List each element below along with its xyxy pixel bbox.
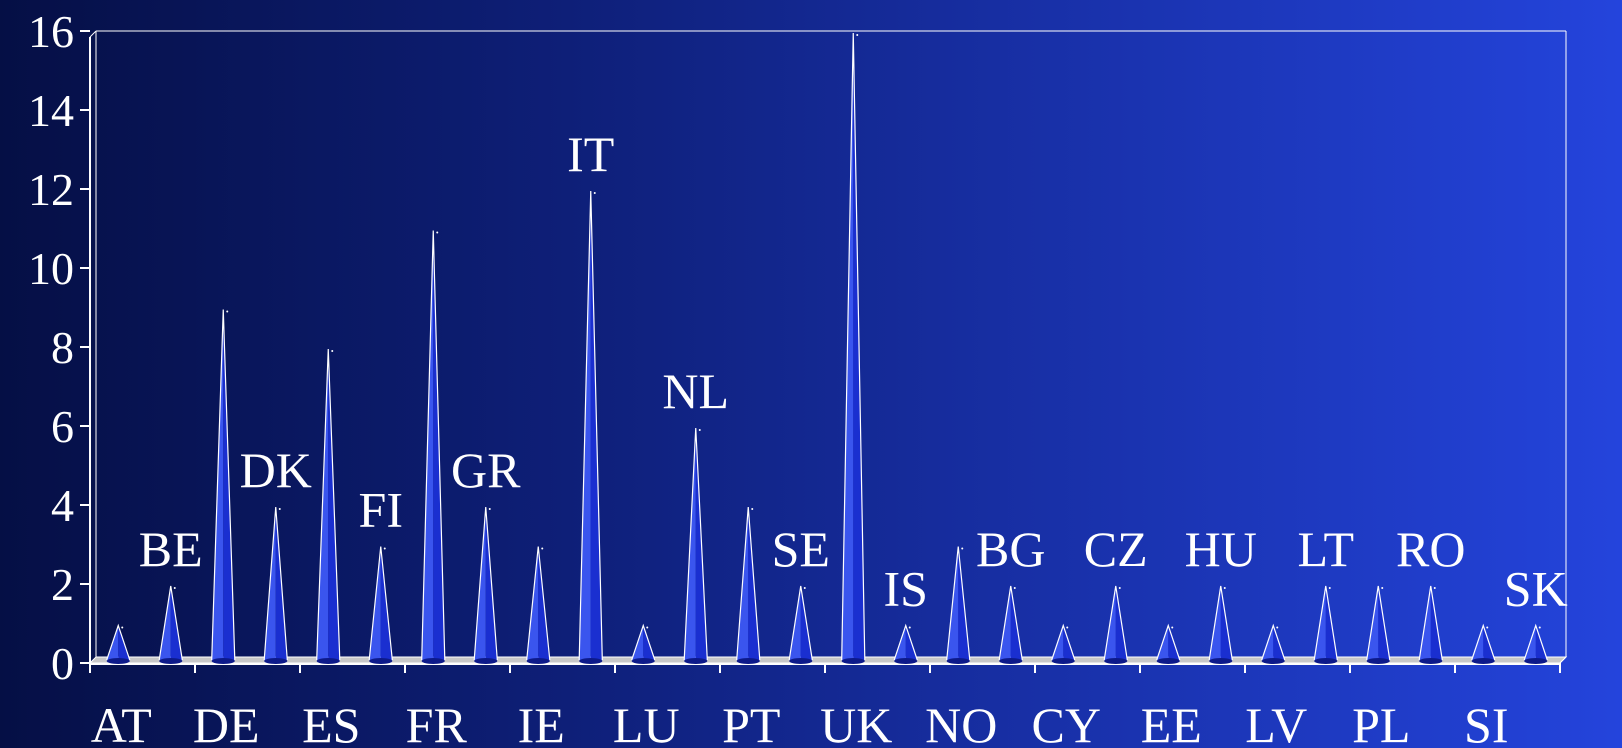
y-tick-label: 10 [28,243,74,294]
x-tick-label: SI [1464,697,1508,748]
bar [841,32,866,664]
x-tick-label: UK [820,697,892,748]
x-axis: AT DE ES FR IE LU PT UK NO CY EE LV PL SI [89,663,1561,748]
bar [473,506,498,664]
bar [946,546,971,664]
y-tick-label: 2 [51,559,74,610]
plot-frame [88,30,1568,665]
peak-labels: BE DK FI GR IT NL SE IS BG CZ HU LT RO SK [139,126,1568,617]
y-tick-label: 4 [51,480,74,531]
x-tick-label: FR [406,697,468,748]
y-tick-label: 16 [28,6,74,57]
bar [1366,585,1391,664]
bar [158,585,183,664]
peak-label: CZ [1084,521,1148,577]
x-tick-label: PT [722,697,780,748]
bar [106,623,131,664]
x-tick-label: DE [193,697,260,748]
bar [788,585,813,664]
peak-label: HU [1185,521,1257,577]
bar [998,585,1023,664]
bar [578,190,603,664]
bar [421,230,446,664]
bar [1523,623,1548,664]
x-tick-label: AT [91,697,152,748]
x-tick-label: ES [302,697,360,748]
x-tick-label: PL [1352,697,1410,748]
bar [1051,623,1076,664]
bar [1156,623,1181,664]
bar [1418,585,1443,664]
bar [1208,585,1233,664]
bar [211,309,236,664]
peak-label: SE [772,521,830,577]
x-tick-label: IE [518,697,565,748]
bar [316,348,341,664]
bar [893,623,918,664]
peak-label: FI [359,482,403,538]
x-tick-label: LV [1245,697,1307,748]
x-tick-label: EE [1141,697,1202,748]
peak-label: DK [240,442,312,498]
bar [1103,585,1128,664]
peak-label: GR [451,442,521,498]
y-tick-label: 6 [51,401,74,452]
y-tick-label: 8 [51,322,74,373]
bars [106,32,1548,664]
x-tick-label: LU [613,697,680,748]
x-tick-label: NO [925,697,997,748]
peak-label: LT [1298,521,1355,577]
bar [263,506,288,664]
y-tick-label: 14 [28,85,74,136]
y-tick-label: 0 [51,638,74,689]
bar [1313,585,1338,664]
y-axis: 0 2 4 6 8 10 12 14 16 [28,6,90,689]
y-tick-label: 12 [28,164,74,215]
bar [1471,623,1496,664]
peak-label: NL [662,363,729,419]
peak-label: IS [884,561,928,617]
peak-label: RO [1396,521,1465,577]
bar [736,506,761,664]
bar [683,427,708,664]
bar [1261,623,1286,664]
peak-label: BG [976,521,1045,577]
bar [368,546,393,664]
x-tick-label: CY [1032,697,1101,748]
peak-label: BE [139,521,203,577]
bar [631,623,656,664]
peak-label: SK [1504,561,1568,617]
peak-label: IT [567,126,614,182]
bar [526,546,551,664]
